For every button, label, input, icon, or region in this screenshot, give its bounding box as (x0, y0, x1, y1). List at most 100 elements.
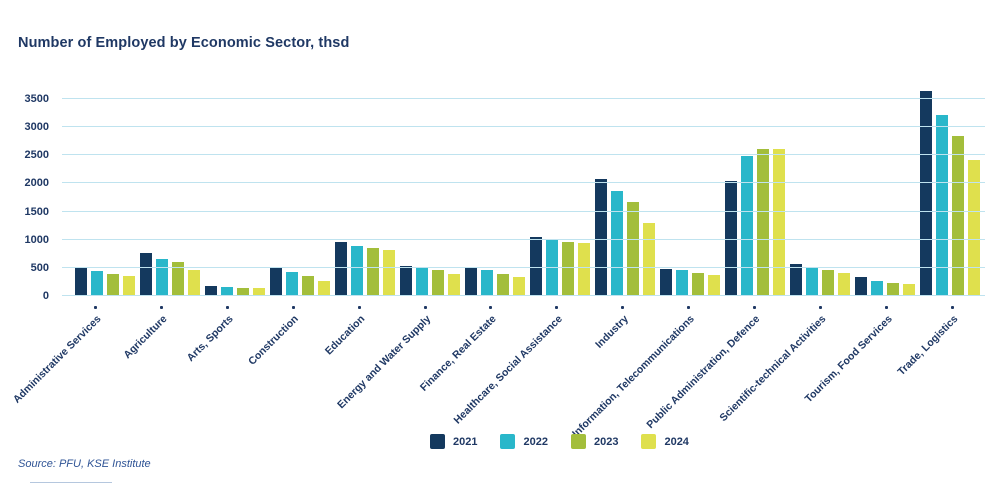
bar-2023 (301, 275, 314, 295)
x-axis-cell: Scientific-technical Activities (718, 297, 853, 427)
tick-dot (93, 306, 97, 309)
tick-dot (687, 306, 691, 309)
tick-dot (753, 306, 757, 309)
bar-2021 (529, 237, 542, 295)
x-axis-cell: Industry (589, 297, 655, 427)
x-axis-label: Industry (593, 313, 631, 351)
bar-2021 (919, 90, 932, 295)
y-axis-label: 3500 (24, 93, 49, 105)
bar-2022 (740, 155, 753, 295)
bar-2022 (870, 280, 883, 295)
legend-swatch (570, 434, 586, 449)
y-axis-label: 2500 (24, 149, 49, 162)
bar-2024 (707, 275, 720, 295)
bar-2024 (577, 242, 590, 295)
bar-2021 (854, 277, 867, 295)
bar-2023 (236, 287, 249, 295)
legend: 2021 2022 2023 2024 (430, 434, 689, 449)
bar-2024 (447, 273, 460, 295)
bar-2021 (204, 286, 217, 295)
y-axis-label: 0 (42, 290, 49, 302)
tick-dot (621, 306, 625, 309)
x-axis-labels: Administrative Services Agriculture Arts, … (11, 297, 985, 440)
x-axis-cell: Arts, Sports (184, 297, 260, 427)
bar-2023 (431, 269, 444, 295)
gridline (62, 266, 985, 268)
y-axis-label: 3000 (24, 121, 49, 134)
tick-dot (225, 306, 229, 309)
gridline (62, 126, 985, 128)
x-axis-cell: Tourism, Food Services (802, 297, 919, 427)
bar-2022 (480, 270, 493, 295)
bar-2024 (252, 287, 265, 295)
bar-2022 (285, 271, 298, 295)
x-axis-label: Education (322, 313, 368, 358)
bar-2021 (74, 267, 87, 295)
tick-dot (489, 306, 493, 309)
legend-label: 2021 (453, 435, 478, 448)
bar-group (332, 242, 397, 295)
bar-2023 (821, 270, 834, 295)
bar-group (137, 252, 202, 295)
bar-group (202, 286, 267, 295)
bar-group (722, 148, 787, 295)
footer-line (30, 482, 112, 483)
x-axis-cell: Agriculture (121, 297, 194, 427)
bar-2022 (155, 258, 168, 295)
bar-2023 (886, 282, 899, 295)
bar-2023 (951, 135, 964, 295)
bar-2022 (415, 267, 428, 295)
gridline (62, 210, 985, 212)
x-axis-cell: Information, Telecommunications (570, 297, 721, 440)
bar-group (462, 267, 527, 295)
bar-2022 (220, 286, 233, 295)
bar-2023 (106, 273, 119, 295)
source-note: Source: PFU, KSE Institute (18, 458, 151, 470)
bar-2022 (805, 267, 818, 295)
x-axis-cell: Trade, Logistics (895, 297, 985, 427)
bar-2023 (756, 148, 769, 295)
y-axis-label: 1000 (24, 233, 49, 246)
x-axis-cell: Energy and Water Supply (335, 297, 458, 427)
bar-group (267, 266, 332, 295)
bar-2024 (122, 276, 135, 295)
tick-dot (423, 306, 427, 309)
bar-2021 (789, 264, 802, 295)
bar-group (592, 179, 657, 295)
tick-dot (291, 306, 295, 309)
bar-group (657, 269, 722, 295)
bar-2024 (967, 159, 980, 295)
y-axis-label: 500 (30, 261, 49, 274)
bar-2021 (399, 266, 412, 295)
legend-label: 2023 (593, 435, 619, 448)
legend-item: 2022 (500, 434, 548, 449)
x-axis-cell: Healthcare, Social Assistance (451, 297, 589, 427)
y-axis-label: 2000 (24, 177, 49, 190)
legend-label: 2022 (523, 435, 548, 448)
bars-container (72, 90, 982, 295)
bar-2024 (187, 269, 200, 295)
bar-2022 (350, 246, 363, 295)
plot-area (62, 90, 985, 296)
bar-group (917, 90, 982, 295)
legend-item: 2024 (641, 434, 689, 449)
y-axis: 0 500 1000 1500 2000 2500 3000 3500 (0, 93, 55, 302)
bar-2022 (610, 191, 623, 295)
x-axis-cell: Finance, Real Estate (418, 297, 524, 427)
x-axis-cell: Construction (247, 297, 326, 427)
x-axis-cell: Public Administration, Defence (645, 297, 787, 431)
bar-2024 (512, 277, 525, 295)
legend-swatch (500, 434, 516, 449)
bar-2023 (496, 274, 509, 295)
bar-2023 (171, 261, 184, 295)
gridline (62, 98, 985, 99)
bar-group (397, 266, 462, 295)
bar-2021 (139, 252, 152, 295)
gridline (62, 154, 985, 156)
bar-2023 (561, 242, 574, 295)
y-axis-label: 1500 (24, 205, 49, 218)
chart-title: Number of Employed by Economic Sector, t… (18, 35, 350, 51)
tick-dot (159, 306, 163, 309)
bar-2024 (382, 249, 395, 295)
bar-2024 (642, 222, 655, 295)
